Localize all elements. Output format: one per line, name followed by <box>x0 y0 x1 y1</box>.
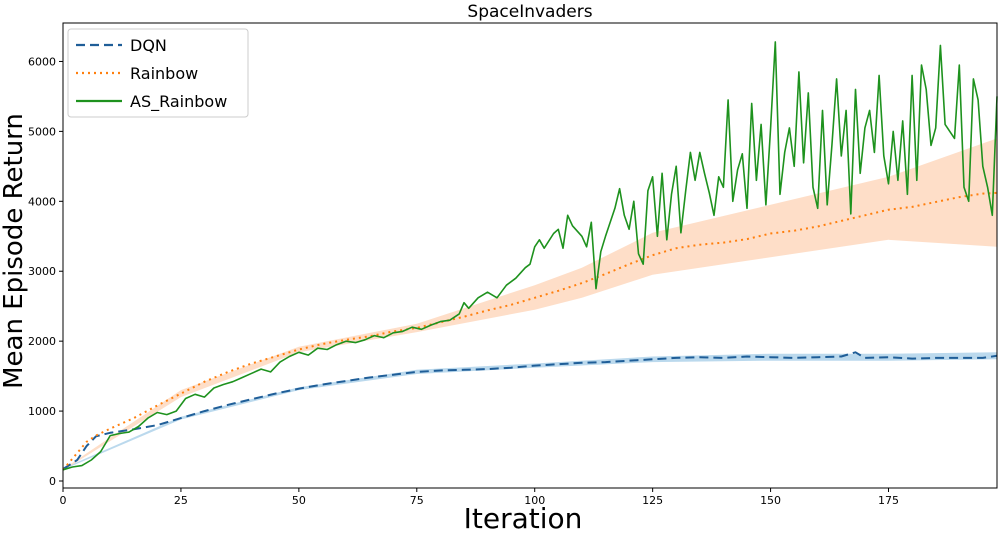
confidence-bands <box>63 138 997 471</box>
y-tick-label: 3000 <box>28 265 56 278</box>
x-tick-label: 0 <box>60 494 67 507</box>
legend: DQN Rainbow AS_Rainbow <box>67 28 249 118</box>
legend-box <box>67 28 249 118</box>
y-axis-ticks: 0 1000 2000 3000 4000 5000 6000 <box>28 55 63 488</box>
legend-label-dqn: DQN <box>130 36 167 55</box>
x-axis-ticks: 0 25 50 75 100 125 150 175 <box>60 488 899 507</box>
legend-label-as-rainbow: AS_Rainbow <box>130 92 227 112</box>
y-tick-label: 5000 <box>28 125 56 138</box>
series-lines <box>62 41 998 471</box>
y-tick-label: 4000 <box>28 195 56 208</box>
x-tick-label: 25 <box>174 494 188 507</box>
x-tick-label: 150 <box>760 494 781 507</box>
band-rainbow <box>63 138 997 471</box>
x-tick-label: 100 <box>524 494 545 507</box>
legend-label-rainbow: Rainbow <box>130 64 198 83</box>
plot-frame <box>62 22 998 489</box>
y-tick-label: 6000 <box>28 55 56 68</box>
y-tick-label: 1000 <box>28 405 56 418</box>
x-tick-label: 75 <box>410 494 424 507</box>
y-tick-label: 0 <box>49 475 56 488</box>
y-axis-title: Mean Episode Return <box>0 113 29 389</box>
x-axis-title: Iteration <box>464 502 583 533</box>
x-tick-label: 125 <box>642 494 663 507</box>
x-tick-label: 50 <box>292 494 306 507</box>
y-tick-label: 2000 <box>28 335 56 348</box>
series-line-as-rainbow <box>62 41 998 471</box>
series-line-rainbow <box>62 191 998 471</box>
chart-title: SpaceInvaders <box>467 2 592 22</box>
series-line-dqn <box>62 351 998 470</box>
x-tick-label: 175 <box>878 494 899 507</box>
